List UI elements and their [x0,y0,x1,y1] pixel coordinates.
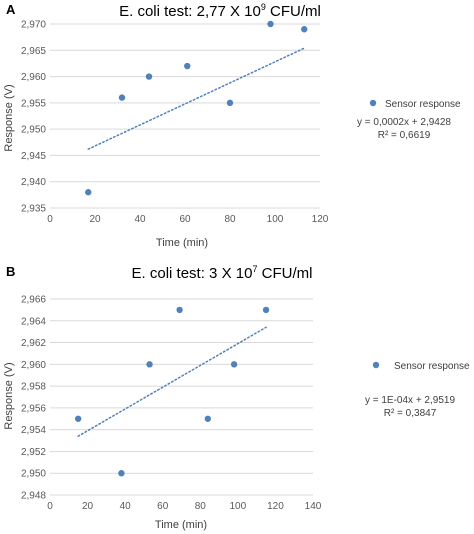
legend-marker [372,361,380,369]
data-point [85,189,92,196]
data-point [226,99,234,107]
panel-letter: A [6,2,16,17]
legend-marker [369,99,377,107]
legend-label: Sensor response [394,361,470,372]
y-tick-label: 2,935 [21,204,46,215]
chart-title-units: CFU/ml [257,265,312,282]
x-tick-label: 140 [305,501,322,512]
y-tick-label: 2,956 [21,403,46,414]
x-tick-label: 20 [89,214,101,225]
y-tick-label: 2,954 [21,425,46,436]
x-tick-label: 60 [179,214,191,225]
x-tick-label: 40 [120,501,132,512]
chart-panel-b: B E. coli test: 3 X 107 CFU/ml 2,948 2,950 2… [3,264,470,531]
data-point [230,361,238,368]
chart-title-main: E. coli test: 2,77 X 10 [119,3,261,20]
y-tick-label: 2,945 [21,151,46,162]
x-tick-label: 100 [267,214,284,225]
x-tick-label: 60 [157,501,169,512]
data-point [146,361,153,368]
x-tick-label: 20 [82,501,94,512]
y-axis-title: Response (V) [3,362,15,429]
y-tick-label: 2,950 [21,469,46,480]
data-point [267,20,274,28]
trendline-r-squared: R² = 0,6619 [378,130,431,141]
data-point [118,470,125,477]
x-tick-label: 0 [47,214,53,225]
data-point [184,62,191,70]
y-tick-label: 2,955 [21,98,46,109]
x-axis-title: Time (min) [156,237,208,249]
x-axis-title: Time (min) [155,519,207,531]
chart-title: E. coli test: 3 X 107 CFU/ml [132,264,313,282]
x-tick-label: 80 [224,214,236,225]
y-axis-title: Response (V) [3,84,15,151]
data-point [74,415,82,422]
data-point [262,306,270,314]
y-tick-label: 2,960 [21,360,46,371]
chart-title-exponent: 9 [261,2,266,12]
chart-panel-a: A E. coli test: 2,77 X 109 CFU/ml 2,935 2,9… [3,2,461,249]
panel-letter: B [6,264,15,279]
y-tick-label: 2,970 [21,20,46,31]
y-tick-label: 2,964 [21,316,46,327]
x-tick-label: 0 [47,501,53,512]
y-tick-label: 2,965 [21,46,46,57]
y-tick-label: 2,962 [21,338,46,349]
chart-title-main: E. coli test: 3 X 10 [132,265,253,282]
y-tick-label: 2,940 [21,177,46,188]
trendline-equation: y = 0,0002x + 2,9428 [357,117,451,128]
data-point [176,306,183,314]
data-point [145,73,153,80]
y-tick-label: 2,950 [21,125,46,136]
x-tick-label: 120 [267,501,284,512]
x-tick-label: 40 [134,214,146,225]
trendline [87,47,305,150]
trendline [77,326,267,437]
x-tick-label: 120 [312,214,329,225]
data-point [301,26,308,33]
chart-title: E. coli test: 2,77 X 109 CFU/ml [119,2,321,20]
y-tick-label: 2,960 [21,72,46,83]
y-tick-label: 2,958 [21,382,46,393]
data-point [118,94,126,101]
trendline-equation: y = 1E-04x + 2,9519 [365,395,456,406]
legend-label: Sensor response [385,99,461,110]
y-tick-label: 2,952 [21,447,46,458]
y-tick-label: 2,948 [21,491,46,502]
data-point [204,415,211,422]
x-tick-label: 80 [195,501,207,512]
chart-title-units: CFU/ml [266,3,321,20]
y-tick-label: 2,966 [21,295,46,306]
x-tick-label: 100 [230,501,247,512]
chart-title-exponent: 7 [252,264,257,274]
trendline-r-squared: R² = 0,3847 [384,408,437,419]
